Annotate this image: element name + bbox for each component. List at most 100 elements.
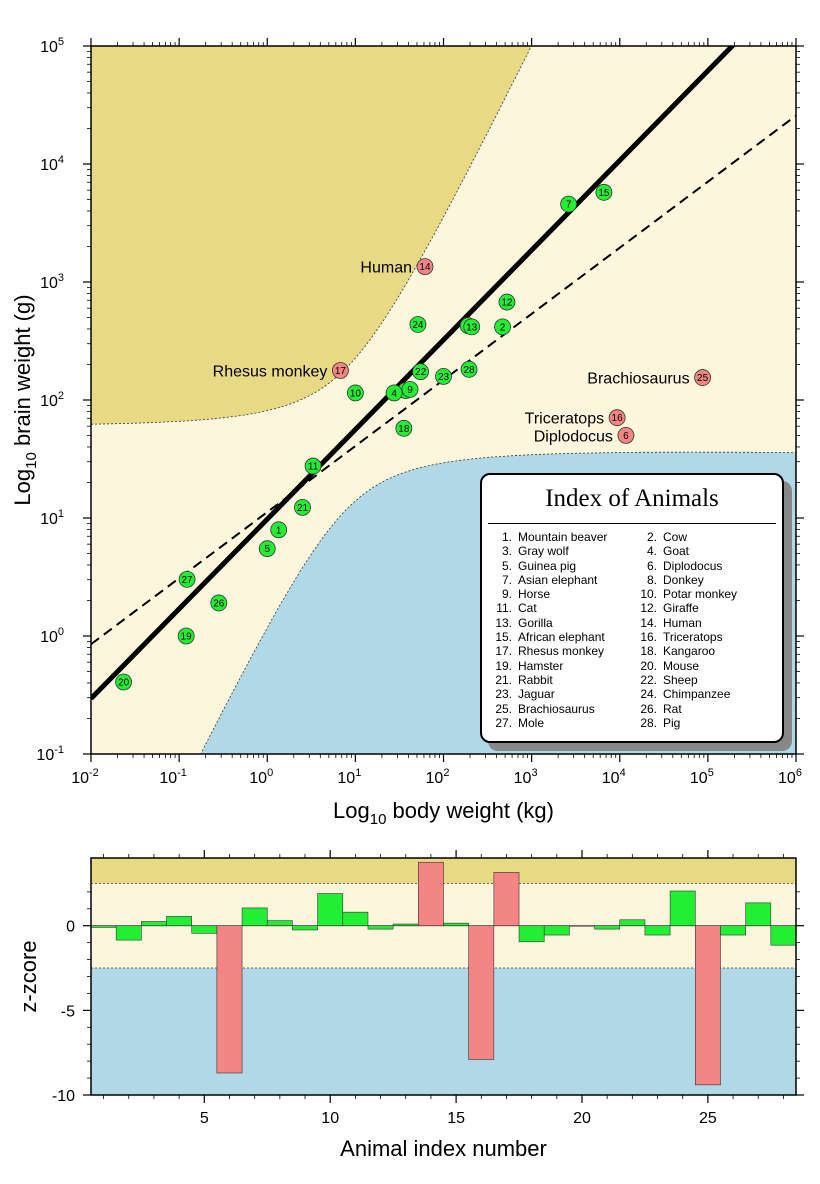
- legend-entry-name: Hamster: [518, 658, 564, 673]
- data-point-12: 12: [498, 293, 516, 311]
- point-marker: [617, 426, 635, 444]
- legend-entry-number: 2.: [646, 530, 657, 544]
- legend-entry-number: 18.: [640, 644, 657, 659]
- legend-entry-name: Rat: [663, 701, 682, 716]
- z-x-tick-label: 15: [447, 1110, 465, 1127]
- zscore-bar-10: [317, 893, 344, 927]
- legend-row: 9. Horse 10. Potar monkey: [490, 587, 780, 601]
- data-point-27: 27: [178, 570, 196, 588]
- zscore-bar-6: [216, 925, 243, 1074]
- legend-entry-number: 10.: [640, 587, 657, 602]
- legend-entry-name: Chimpanzee: [663, 687, 731, 702]
- zscore-plot-area: [90, 858, 797, 1095]
- legend-entry-name: Brachiosaurus: [518, 701, 595, 716]
- legend-entry-number: 16.: [640, 630, 657, 645]
- legend-entry-name: Horse: [518, 587, 551, 602]
- legend-row: 5. Guinea pig 6. Diplodocus: [490, 559, 780, 573]
- z-x-tick-label: 10: [321, 1110, 339, 1127]
- legend-entry-name: Guinea pig: [518, 558, 577, 573]
- legend-entry: 4. Goat: [635, 544, 780, 558]
- zscore-bar-13: [392, 923, 419, 927]
- legend-entry-name: Rabbit: [518, 672, 553, 687]
- legend-entry-number: 1.: [501, 530, 512, 544]
- point-label: 25: [697, 373, 709, 384]
- x-axis-title: Log10 body weight (kg): [333, 798, 554, 828]
- legend-entry: 1. Mountain beaver: [490, 530, 635, 544]
- data-point-23: 23: [435, 367, 452, 385]
- data-point-18: 18: [395, 419, 413, 437]
- legend-entry-number: 13.: [495, 615, 512, 630]
- data-point-22: 22: [412, 363, 429, 381]
- point-label: 18: [398, 424, 410, 435]
- point-marker: [560, 195, 578, 213]
- legend-entry-name: Kangaroo: [663, 644, 716, 659]
- z-y-axis-title: z-zcore: [16, 940, 41, 1012]
- legend-entry: 8. Donkey: [635, 573, 780, 587]
- legend-entry: 15. African elephant: [490, 630, 635, 644]
- legend-entry-name: Gorilla: [518, 615, 553, 630]
- legend-row: 17. Rhesus monkey 18. Kangaroo: [490, 644, 780, 658]
- legend-entry-name: Giraffe: [663, 601, 699, 616]
- x-tick-label: 10-1: [159, 767, 187, 787]
- point-label: 20: [118, 678, 130, 689]
- point-label: 13: [466, 322, 478, 333]
- point-marker: [595, 183, 613, 201]
- zscore-bar-11: [342, 911, 369, 927]
- point-marker: [210, 594, 228, 612]
- z-x-tick-label: 25: [699, 1110, 717, 1127]
- point-label: 22: [415, 367, 427, 378]
- point-label: 9: [407, 385, 413, 396]
- zscore-bar-25: [694, 925, 721, 1086]
- point-label: 2: [500, 322, 506, 333]
- point-label: 21: [297, 503, 309, 514]
- zscore-bar-27: [745, 902, 772, 927]
- data-point-16: 16 Triceratops: [525, 409, 626, 428]
- legend-row: 7. Asian elephant 8. Donkey: [490, 573, 780, 587]
- legend-box: Index of Animals 1. Mountain beaver 2. Cow 3…: [480, 473, 784, 743]
- confidence-band: [91, 46, 796, 754]
- point-marker: [178, 570, 196, 588]
- z-y-tick-label: -10: [52, 1088, 75, 1105]
- zscore-bar-28: [770, 925, 797, 946]
- legend-row: 19. Hamster 20. Mouse: [490, 659, 780, 673]
- legend-entry: 14. Human: [635, 616, 780, 630]
- point-marker: [177, 627, 195, 645]
- legend-entry-number: 9.: [501, 587, 512, 602]
- zscore-bar-24: [669, 890, 696, 927]
- legend-entry-number: 3.: [501, 544, 512, 559]
- legend-entry: 22. Sheep: [635, 673, 780, 687]
- zscore-bar-26: [720, 925, 746, 936]
- point-marker: [694, 369, 711, 386]
- outlier-name: Rhesus monkey: [213, 364, 328, 381]
- data-point-28: 28: [460, 360, 478, 378]
- legend-entry: 16. Triceratops: [635, 630, 780, 644]
- point-label: 7: [566, 200, 572, 211]
- legend-divider: [488, 523, 776, 524]
- legend-row: 13. Gorilla 14. Human: [490, 616, 780, 630]
- legend-entry: 11. Cat: [490, 601, 635, 615]
- zscore-bar-14: [418, 861, 444, 927]
- plot-area: 123456Diplodocus7891011121314Human1516Tr…: [91, 46, 796, 754]
- legend-entry: 12. Giraffe: [635, 601, 780, 615]
- data-point-25: 25 Brachiosaurus: [587, 369, 711, 388]
- zscore-bar-1: [90, 925, 117, 928]
- legend-entry-name: Mole: [518, 715, 545, 730]
- upper-region: [91, 46, 532, 425]
- legend-entry: 23. Jaguar: [490, 687, 635, 701]
- point-label: 27: [181, 575, 193, 586]
- point-label: 11: [308, 462, 319, 473]
- point-label: 5: [264, 544, 270, 555]
- data-point-24: 24: [409, 316, 427, 333]
- legend-entry-number: 8.: [646, 572, 657, 587]
- y-tick-label: 102: [40, 390, 64, 410]
- z-x-axis-title: Animal index number: [340, 1136, 547, 1161]
- point-marker: [435, 367, 452, 385]
- y-tick-label: 100: [40, 626, 64, 646]
- legend-entry-number: 19.: [495, 658, 512, 673]
- point-label: 15: [598, 188, 610, 199]
- legend-entry-name: Human: [663, 615, 702, 630]
- point-label: 6: [623, 431, 629, 442]
- legend-entry-number: 5.: [501, 558, 512, 573]
- point-marker: [412, 363, 429, 381]
